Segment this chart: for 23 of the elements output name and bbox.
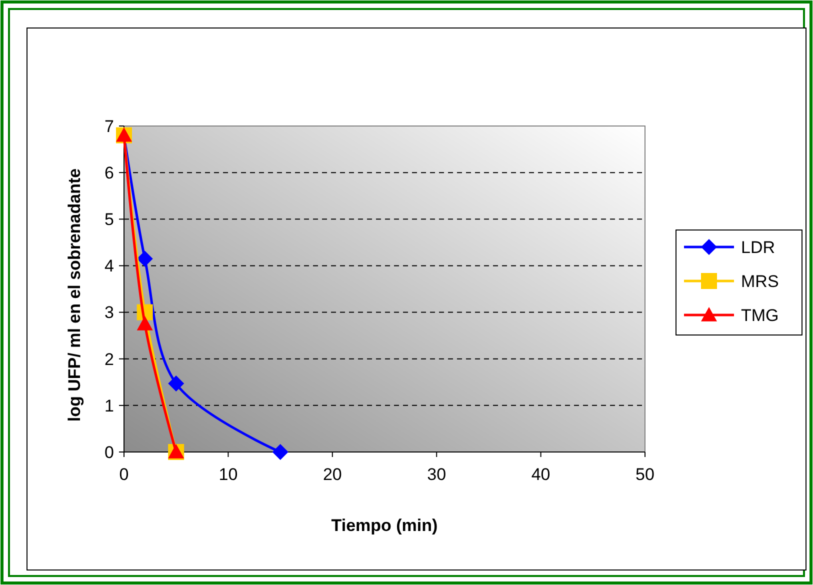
x-tick-label: 30	[427, 465, 446, 484]
x-tick-label: 0	[119, 465, 129, 484]
x-tick-label: 40	[531, 465, 550, 484]
y-axis-title: log UFP/ ml en el sobrenadante	[65, 168, 84, 422]
x-axis-title: Tiempo (min)	[331, 516, 438, 535]
y-tick-label: 2	[104, 350, 114, 369]
point	[168, 376, 184, 392]
x-tick-label: 10	[218, 465, 238, 484]
legend-label: TMG	[741, 306, 779, 325]
point	[136, 316, 153, 330]
point	[272, 444, 288, 460]
y-tick-label: 0	[104, 442, 114, 462]
y-tick-label: 6	[104, 164, 114, 183]
x-tick-label: 50	[636, 465, 654, 484]
y-tick-label: 5	[104, 210, 114, 230]
y-tick-label: 7	[104, 116, 114, 136]
x-tick-label: 20	[322, 465, 342, 484]
y-tick-label: 1	[104, 396, 114, 416]
point	[136, 250, 153, 267]
legend-label: LDR	[741, 238, 776, 257]
legend-label: MRS	[741, 272, 779, 291]
y-tick-label: 3	[104, 303, 114, 322]
y-tick-label: 4	[104, 256, 114, 276]
